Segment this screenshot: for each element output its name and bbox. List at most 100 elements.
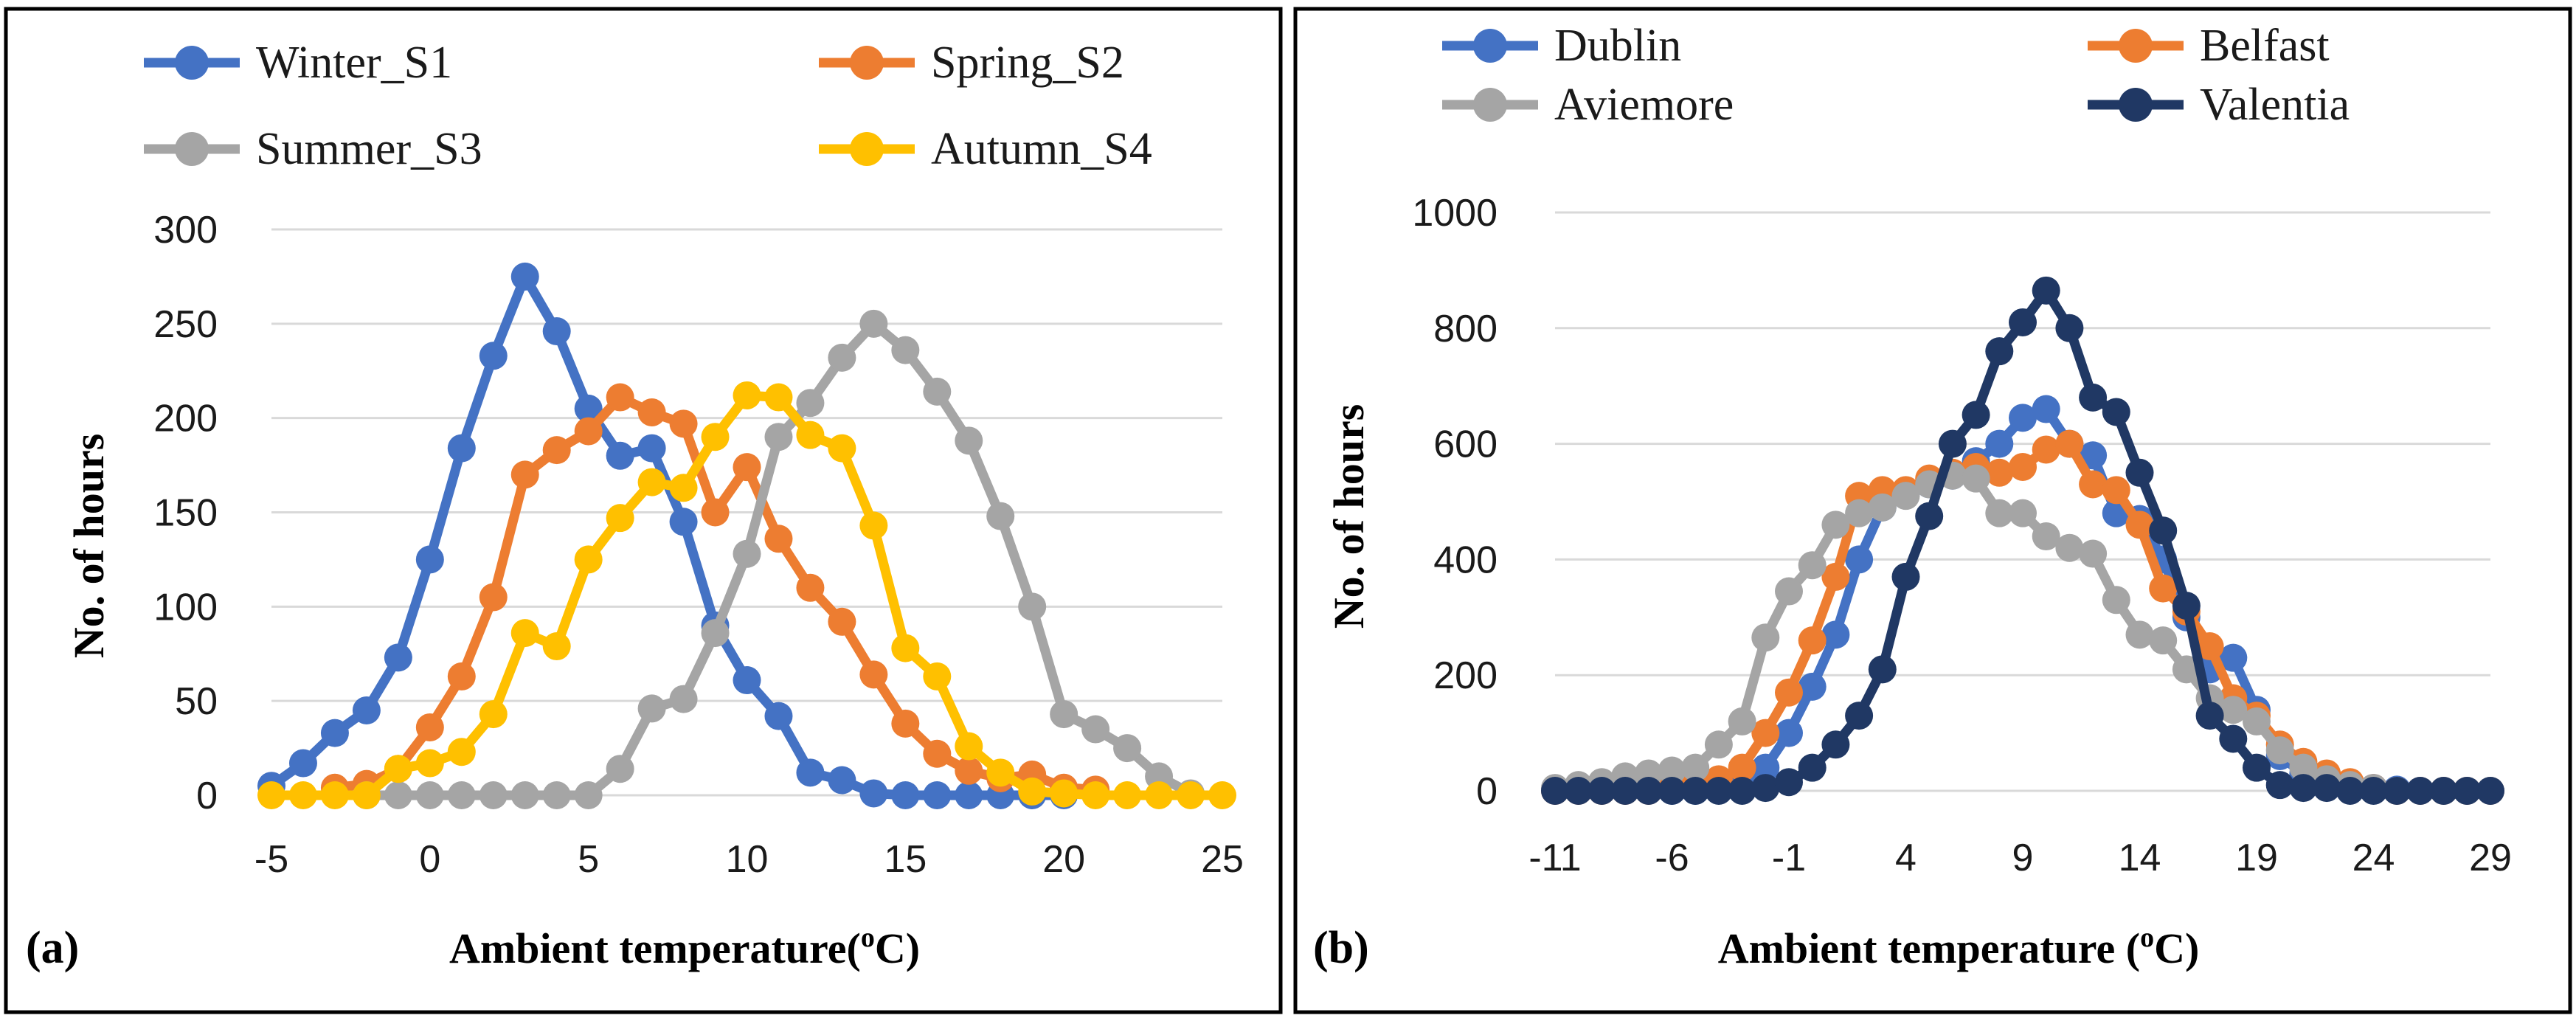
point-summer-s3-15 xyxy=(891,336,920,364)
point-belfast-8 xyxy=(1985,458,2014,487)
point-autumn-s4-2 xyxy=(352,781,381,809)
point-autumn-s4-8 xyxy=(669,474,698,502)
panel-b-x-axis-label-sup: o xyxy=(2140,922,2154,953)
point-aviemore-12 xyxy=(2079,539,2108,568)
point-valentia-3 xyxy=(1728,777,1756,805)
point-valentia-2 xyxy=(1751,774,1780,803)
point-spring-s2-0 xyxy=(415,713,444,741)
point-belfast-17 xyxy=(2195,632,2224,660)
point-valentia-9 xyxy=(2009,308,2037,336)
panel-b-x-axis-label: Ambient temperature (oC) xyxy=(1718,922,2200,972)
point-aviemore-21 xyxy=(2289,753,2318,782)
point-winter-s1-3 xyxy=(510,262,539,291)
point-autumn-s4-1 xyxy=(384,755,412,783)
point-autumn-s4-4 xyxy=(288,781,317,809)
point-aviemore-10 xyxy=(2032,522,2060,551)
series-aviemore xyxy=(1541,461,2504,805)
point-summer-s3-19 xyxy=(1018,592,1047,621)
point-belfast-10 xyxy=(2032,435,2060,464)
x-tick-24: 24 xyxy=(2352,837,2395,879)
point-summer-s3-1 xyxy=(447,781,476,809)
x-tick-6: -6 xyxy=(1655,837,1689,879)
point-aviemore-6 xyxy=(1658,756,1686,785)
panel-b-frame xyxy=(1293,7,2572,1014)
point-winter-s1-12 xyxy=(796,758,825,787)
point-autumn-s4-19 xyxy=(1018,777,1047,806)
point-autumn-s4-3 xyxy=(320,781,349,809)
point-autumn-s4-5 xyxy=(257,781,285,809)
x-tick-19: 19 xyxy=(2235,837,2278,879)
panel-a-series xyxy=(257,262,1236,809)
y-tick-250: 250 xyxy=(153,303,218,346)
point-belfast-2 xyxy=(1751,719,1780,747)
point-valentia-13 xyxy=(2102,398,2130,426)
series-line-belfast xyxy=(1555,439,2490,796)
legend-label-belfast: Belfast xyxy=(2200,21,2330,71)
point-aviemore-2 xyxy=(1845,499,1874,527)
point-valentia-15 xyxy=(2149,516,2178,545)
x-tick-9: 9 xyxy=(2012,837,2034,879)
point-valentia-10 xyxy=(1564,777,1593,805)
panel-a-tag: (a) xyxy=(26,923,79,973)
series-summer-s3 xyxy=(352,309,1205,809)
panel-b-y-ticks: 0 200 400 600 800 1000 xyxy=(1412,192,1498,813)
x-tick-11: -11 xyxy=(1528,837,1581,879)
point-dublin-1 xyxy=(1821,620,1850,649)
point-aviemore-16 xyxy=(2172,655,2201,684)
y-tick-600: 600 xyxy=(1433,423,1498,466)
x-tick-14: 14 xyxy=(2119,837,2161,879)
panel-a-gridlines xyxy=(271,228,1222,797)
y-tick-200: 200 xyxy=(1433,654,1498,697)
panel-a-frame xyxy=(4,7,1283,1014)
point-autumn-s4-18 xyxy=(986,758,1015,787)
point-winter-s1-10 xyxy=(733,666,761,695)
point-aviemore-14 xyxy=(2125,620,2154,649)
point-winter-s1-6 xyxy=(606,441,634,470)
point-valentia-26 xyxy=(2406,777,2434,805)
point-valentia-12 xyxy=(2079,383,2108,412)
point-spring-s2-6 xyxy=(606,383,634,412)
legend-item-belfast: Belfast xyxy=(2088,21,2330,71)
legend-label-aviemore: Aviemore xyxy=(1554,80,1734,130)
point-winter-s1-1 xyxy=(384,643,412,672)
legend-label-winter-s1: Winter_S1 xyxy=(256,38,452,88)
point-summer-s3-9 xyxy=(701,619,730,648)
legend-swatch-marker-aviemore xyxy=(1473,88,1507,122)
panel-a-legend: Winter_S1 Spring_S2 Summer_S3 Autumn_S4 xyxy=(144,38,1152,174)
x-tick-20: 20 xyxy=(1042,838,1085,881)
point-aviemore-20 xyxy=(2265,736,2294,765)
point-spring-s2-9 xyxy=(701,498,730,527)
point-valentia-6 xyxy=(1938,429,1967,458)
point-valentia-10 xyxy=(2032,276,2060,305)
point-aviemore-3 xyxy=(1868,493,1897,522)
point-dublin-2 xyxy=(1751,753,1780,782)
point-belfast-14 xyxy=(2125,510,2154,539)
point-autumn-s4-25 xyxy=(1208,781,1236,809)
point-autumn-s4-20 xyxy=(1050,779,1078,808)
legend-label-autumn-s4: Autumn_S4 xyxy=(931,124,1152,174)
y-tick-100: 100 xyxy=(153,586,218,629)
series-line-valentia xyxy=(1555,285,2490,796)
point-belfast-9 xyxy=(2009,452,2037,481)
point-valentia-2 xyxy=(1845,702,1874,730)
legend-item-autumn-s4: Autumn_S4 xyxy=(819,124,1152,174)
point-valentia-1 xyxy=(1821,730,1850,759)
point-summer-s3-22 xyxy=(1113,734,1142,763)
point-aviemore-3 xyxy=(1728,707,1756,736)
point-belfast-15 xyxy=(2149,574,2178,603)
chart-panel-a: 0 50 100 150 200 250 300 -5 0 5 10 15 20 25 Winter_S… xyxy=(4,7,1283,1014)
point-autumn-s4-21 xyxy=(1081,781,1110,809)
point-autumn-s4-5 xyxy=(574,545,603,574)
point-autumn-s4-4 xyxy=(542,632,571,661)
point-valentia-5 xyxy=(1915,502,1944,530)
point-autumn-s4-24 xyxy=(1177,781,1205,809)
point-spring-s2-7 xyxy=(637,398,666,426)
point-valentia-24 xyxy=(2359,777,2388,805)
x-tick-5: -5 xyxy=(255,838,288,881)
point-spring-s2-10 xyxy=(733,453,761,482)
point-spring-s2-2 xyxy=(479,583,508,612)
point-summer-s3-8 xyxy=(669,685,698,713)
panel-b-x-ticks: -11 -6 -1 4 9 14 19 24 29 xyxy=(1528,837,2512,879)
x-tick-5: 5 xyxy=(578,838,599,881)
